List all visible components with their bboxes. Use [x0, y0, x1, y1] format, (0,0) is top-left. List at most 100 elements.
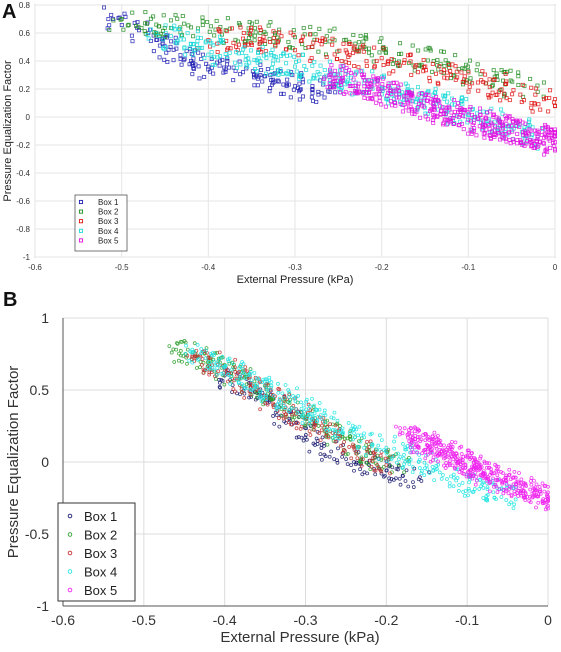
data-point	[527, 117, 532, 122]
data-point	[397, 88, 402, 93]
data-point	[475, 62, 480, 67]
data-point	[344, 37, 349, 42]
data-point	[258, 379, 263, 384]
data-point	[184, 355, 189, 360]
data-point	[457, 483, 461, 487]
data-point	[199, 350, 204, 355]
data-point	[425, 443, 430, 448]
legend-marker	[67, 513, 73, 519]
data-point	[466, 70, 471, 75]
data-point	[165, 60, 170, 65]
data-point	[483, 498, 488, 502]
data-point	[526, 122, 531, 127]
data-point	[106, 17, 111, 22]
data-point	[495, 490, 500, 495]
data-point	[365, 439, 369, 444]
data-point	[236, 21, 241, 26]
data-point-anchor	[396, 95, 401, 100]
data-point	[348, 437, 353, 442]
data-point	[402, 470, 406, 475]
data-point	[283, 383, 288, 387]
data-point	[318, 413, 323, 418]
data-point	[435, 57, 440, 62]
data-point	[221, 371, 226, 376]
data-point	[293, 407, 298, 411]
data-point	[459, 96, 464, 101]
data-point	[196, 50, 201, 55]
data-point	[504, 139, 509, 144]
data-point	[302, 409, 306, 414]
data-point	[207, 29, 212, 34]
data-point	[351, 427, 356, 432]
data-point	[411, 465, 415, 469]
data-point	[247, 60, 252, 65]
data-point	[393, 103, 398, 108]
data-point	[368, 96, 373, 101]
data-point	[423, 114, 428, 119]
data-point	[465, 64, 470, 69]
data-point	[308, 433, 313, 437]
data-point	[348, 91, 353, 96]
data-point	[456, 109, 461, 114]
legend-marker	[67, 569, 73, 574]
data-point	[539, 132, 544, 137]
data-point	[439, 49, 444, 54]
data-point	[238, 62, 243, 67]
data-point	[279, 34, 284, 39]
data-point	[169, 39, 174, 44]
data-point	[243, 38, 248, 43]
data-point	[437, 64, 442, 69]
data-point-anchor	[396, 52, 401, 57]
data-point	[461, 127, 466, 132]
data-point	[302, 63, 307, 68]
data-point	[504, 122, 509, 127]
data-point	[541, 497, 546, 502]
data-point	[191, 66, 196, 71]
data-point	[271, 58, 276, 63]
data-point	[328, 67, 333, 72]
data-point	[466, 493, 470, 498]
data-point	[135, 20, 140, 25]
data-point	[261, 34, 266, 39]
data-point	[182, 339, 187, 343]
data-point	[534, 482, 539, 487]
data-point	[274, 71, 279, 76]
data-point	[146, 36, 151, 41]
data-point	[264, 394, 269, 399]
data-point	[170, 26, 175, 31]
data-point	[474, 133, 479, 138]
data-point	[388, 99, 393, 104]
data-point	[183, 52, 188, 57]
data-point	[288, 45, 293, 50]
data-point	[541, 80, 546, 85]
data-point	[307, 404, 312, 408]
data-point	[215, 49, 220, 54]
data-point	[332, 52, 337, 57]
data-point	[338, 87, 343, 92]
data-point	[430, 61, 435, 66]
data-point	[542, 141, 547, 146]
data-point	[314, 407, 319, 412]
data-point	[496, 118, 501, 123]
series-box-5	[321, 63, 558, 157]
data-point	[215, 366, 220, 370]
data-point	[289, 72, 294, 77]
data-point	[467, 84, 472, 89]
data-point	[362, 431, 366, 436]
data-point	[527, 499, 532, 503]
data-point	[273, 404, 278, 408]
data-point	[511, 88, 516, 93]
data-point	[453, 440, 458, 445]
data-point	[237, 369, 241, 374]
data-point	[353, 41, 358, 46]
data-point	[430, 464, 435, 469]
data-point	[536, 500, 541, 505]
data-point	[271, 394, 276, 398]
data-point	[433, 467, 438, 472]
data-point	[252, 57, 257, 62]
data-point	[260, 38, 265, 43]
data-point	[204, 346, 209, 351]
data-point-anchor	[275, 78, 280, 83]
data-point	[265, 67, 270, 72]
data-point	[172, 27, 177, 32]
